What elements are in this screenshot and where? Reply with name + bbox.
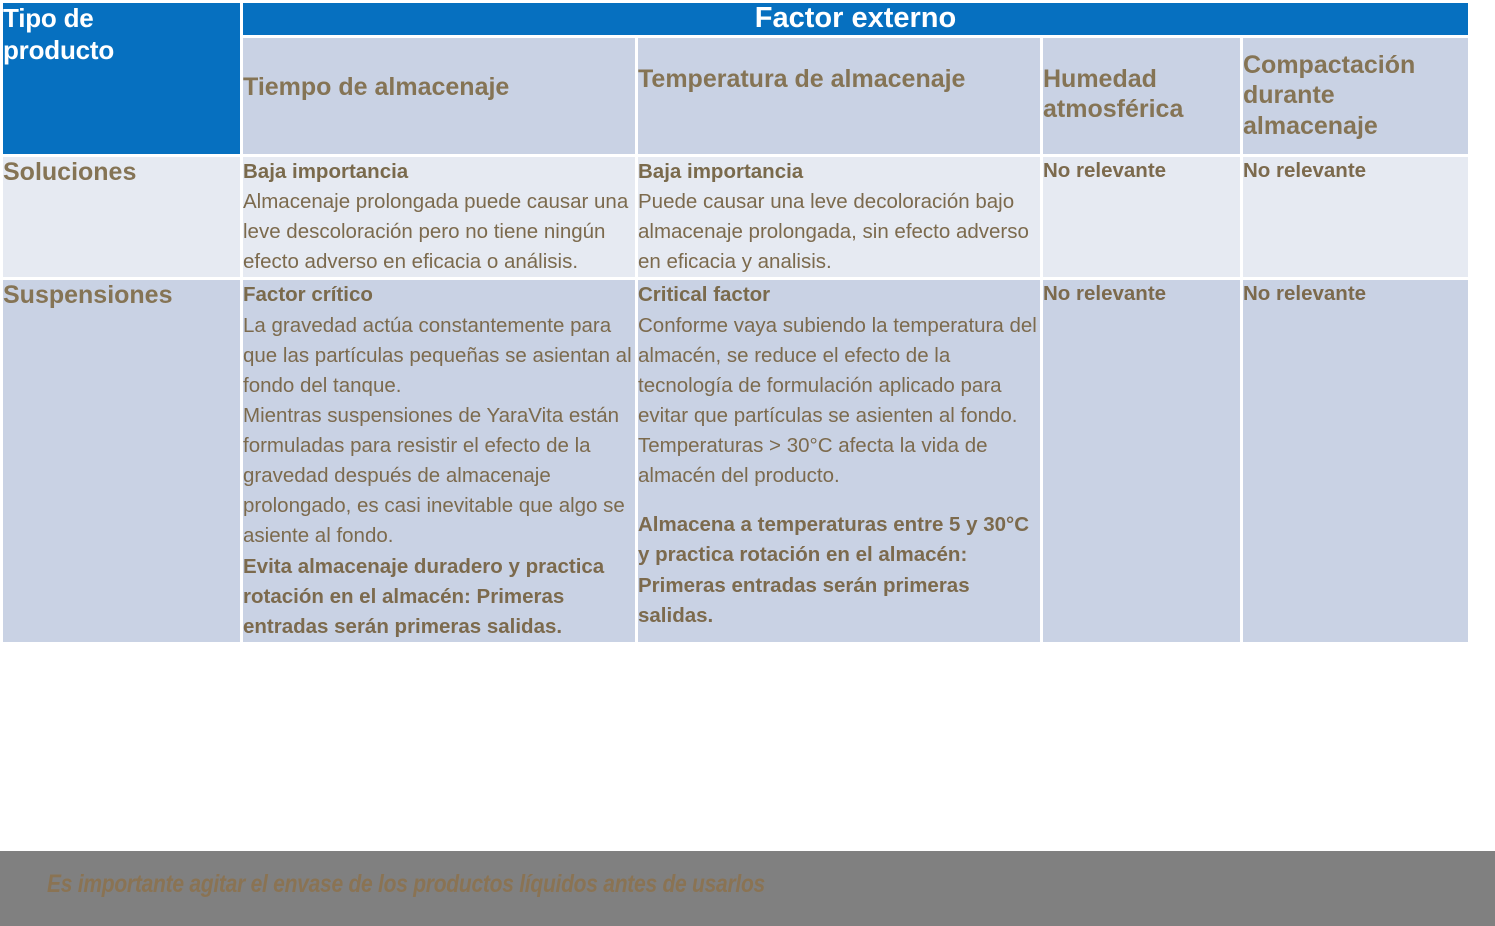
- column-header-humedad-atmosferica: Humedad atmosférica: [1043, 37, 1240, 154]
- cell-soluciones-tiempo: Baja importancia Almacenaje prolongada p…: [243, 156, 635, 278]
- cell-soluciones-tiempo-heading: Baja importancia: [243, 159, 409, 183]
- cell-soluciones-humedad: No relevante: [1043, 156, 1240, 278]
- cell-suspensiones-compactacion: No relevante: [1243, 280, 1469, 642]
- column-header-compactacion-durante-almacenaje: Compactación durante almacenaje: [1243, 37, 1469, 154]
- cell-soluciones-temperatura: Baja importancia Puede causar una leve d…: [638, 156, 1040, 278]
- banner-header-factor-externo: Factor externo: [243, 2, 1469, 35]
- cell-suspensiones-humedad: No relevante: [1043, 280, 1240, 642]
- cell-soluciones-temperatura-heading: Baja importancia: [638, 159, 804, 183]
- cell-suspensiones-temperatura-spacer: [638, 491, 1040, 510]
- cell-soluciones-compactacion: No relevante: [1243, 156, 1469, 278]
- cell-soluciones-temperatura-body: Puede causar una leve decoloración bajo …: [638, 190, 1029, 274]
- corner-header-line1: Tipo de producto: [3, 3, 115, 65]
- footer-note: Es importante agitar el envase de los pr…: [47, 870, 765, 898]
- cell-soluciones-tiempo-body: Almacenaje prolongada puede causar una l…: [243, 190, 629, 274]
- column-header-temperatura-de-almacenaje: Temperatura de almacenaje: [638, 37, 1040, 154]
- column-header-tiempo-label: Tiempo de almacenaje: [243, 72, 510, 101]
- cell-suspensiones-tiempo-body-bold: Evita almacenaje duradero y practica rot…: [243, 554, 605, 638]
- table-row-soluciones: Soluciones Baja importancia Almacenaje p…: [3, 156, 1469, 278]
- cell-suspensiones-temperatura-body: Conforme vaya subiendo la temperatura de…: [638, 313, 1037, 488]
- column-header-humedad-label: Humedad atmosférica: [1043, 64, 1184, 124]
- column-header-temperatura-label: Temperatura de almacenaje: [638, 64, 966, 93]
- cell-suspensiones-temperatura-body-bold: Almacena a temperaturas entre 5 y 30°C y…: [638, 513, 1030, 627]
- cell-suspensiones-temperatura-heading: Critical factor: [638, 283, 771, 307]
- table-column-header-row: Tiempo de almacenaje Temperatura de alma…: [3, 37, 1469, 154]
- column-header-tiempo-de-almacenaje: Tiempo de almacenaje: [243, 37, 635, 154]
- table-row-suspensiones: Suspensiones Factor crítico La gravedad …: [3, 280, 1469, 642]
- storage-factors-table: Tipo de producto Factor externo Tiempo de…: [3, 2, 1469, 642]
- row-header-soluciones: Soluciones: [3, 156, 240, 278]
- column-header-compactacion-label: Compactación durante almacenaje: [1243, 50, 1416, 140]
- table-header-banner-row: Tipo de producto Factor externo: [3, 2, 1469, 154]
- footer-band: Es importante agitar el envase de los pr…: [0, 851, 1495, 926]
- corner-header-tipo-de-producto: Tipo de producto: [3, 3, 240, 154]
- cell-suspensiones-tiempo-body: La gravedad actúa constantemente para qu…: [243, 313, 632, 548]
- cell-suspensiones-tiempo: Factor crítico La gravedad actúa constan…: [243, 280, 635, 642]
- cell-suspensiones-temperatura: Critical factor Conforme vaya subiendo l…: [638, 280, 1040, 642]
- cell-suspensiones-tiempo-heading: Factor crítico: [243, 283, 373, 307]
- row-header-suspensiones: Suspensiones: [3, 280, 240, 642]
